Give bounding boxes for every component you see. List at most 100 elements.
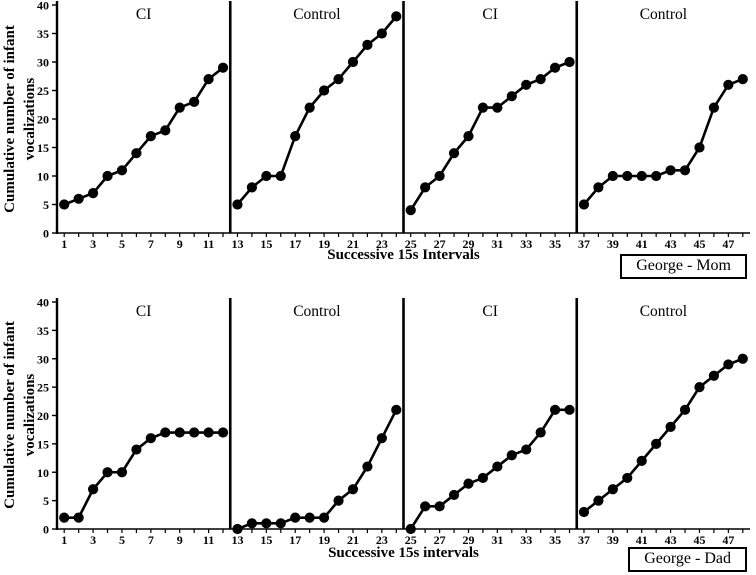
- y-tick-label: 40: [37, 296, 49, 310]
- data-point: [549, 62, 561, 73]
- x-tick-label: 3: [90, 533, 96, 547]
- x-axis-title: Successive 15s intervals: [328, 545, 479, 561]
- data-point: [723, 359, 734, 370]
- data-point: [521, 79, 532, 90]
- x-tick-label: 31: [491, 533, 503, 547]
- data-point: [87, 484, 99, 495]
- data-point: [318, 85, 330, 96]
- y-tick-label: 20: [37, 113, 49, 127]
- series-line: [236, 409, 398, 531]
- data-point: [679, 165, 691, 176]
- x-tick-label: 5: [119, 533, 125, 547]
- x-axis-title: Successive 15s Intervals: [327, 247, 480, 263]
- series-line: [409, 60, 571, 211]
- x-tick-label: 21: [347, 237, 359, 251]
- x-tick-label: 37: [578, 237, 590, 251]
- data-point: [708, 102, 720, 113]
- data-point: [607, 170, 618, 182]
- y-tick-label: 40: [37, 0, 49, 13]
- x-tick-label: 35: [549, 533, 561, 547]
- panel-title: Control: [640, 303, 687, 320]
- x-tick-label: 33: [520, 237, 532, 251]
- data-point: [189, 96, 200, 107]
- y-tick-label: 30: [37, 352, 49, 366]
- x-tick-label: 23: [376, 533, 388, 547]
- data-point: [694, 142, 705, 153]
- x-tick-label: 23: [376, 237, 388, 251]
- data-point: [622, 472, 633, 484]
- panel-title: Control: [293, 303, 340, 320]
- y-tick-label: 5: [43, 198, 49, 212]
- data-point: [737, 74, 748, 85]
- y-tick-label: 20: [37, 409, 49, 423]
- y-tick-label: 15: [37, 437, 49, 451]
- data-point: [203, 427, 214, 438]
- x-tick-label: 25: [405, 237, 417, 251]
- data-point: [448, 148, 460, 159]
- x-tick-label: 19: [318, 533, 330, 547]
- data-point: [232, 523, 243, 535]
- panel-title: Control: [293, 6, 340, 23]
- data-point: [405, 523, 416, 535]
- data-point: [506, 450, 517, 461]
- data-point: [607, 484, 618, 495]
- x-tick-label: 45: [693, 237, 705, 251]
- data-point: [116, 467, 128, 478]
- data-point: [290, 512, 301, 523]
- data-point: [333, 74, 344, 85]
- x-tick-label: 7: [148, 533, 154, 547]
- data-point: [145, 131, 156, 142]
- data-point: [160, 125, 171, 136]
- y-tick-label: 25: [37, 84, 49, 98]
- data-point: [651, 170, 662, 182]
- x-tick-label: 13: [231, 533, 243, 547]
- data-point: [564, 404, 575, 415]
- x-tick-label: 15: [260, 533, 272, 547]
- y-tick-label: 0: [43, 523, 49, 537]
- data-point: [463, 478, 474, 489]
- chart-george-mom: Cumulative number of infant vocalization…: [0, 0, 756, 285]
- y-tick-label: 30: [37, 56, 49, 70]
- data-point: [362, 461, 373, 472]
- data-point: [261, 170, 272, 182]
- data-point: [564, 56, 575, 68]
- data-point: [578, 199, 590, 210]
- data-point: [116, 165, 128, 176]
- panel-title: CI: [136, 303, 152, 320]
- data-point: [578, 506, 590, 518]
- y-tick-label: 25: [37, 381, 49, 395]
- data-point: [318, 512, 330, 523]
- data-point: [737, 353, 748, 364]
- data-point: [174, 102, 185, 113]
- dyad-label-box: George - Dad: [628, 547, 747, 572]
- x-tick-label: 35: [549, 237, 561, 251]
- data-point: [217, 62, 229, 73]
- data-point: [405, 205, 416, 216]
- data-point: [420, 501, 431, 512]
- data-point: [391, 11, 402, 22]
- data-point: [463, 131, 474, 142]
- x-tick-label: 5: [119, 237, 125, 251]
- series-line: [409, 408, 570, 530]
- data-point: [694, 382, 705, 393]
- data-point: [477, 102, 489, 113]
- dyad-label-box: George - Mom: [620, 254, 747, 279]
- x-tick-label: 39: [607, 237, 619, 251]
- series-line: [582, 77, 744, 206]
- x-tick-label: 39: [607, 533, 619, 547]
- data-point: [347, 484, 359, 495]
- data-point: [102, 467, 113, 478]
- data-point: [333, 495, 344, 506]
- data-point: [232, 199, 243, 210]
- data-point: [59, 512, 70, 523]
- data-point: [73, 193, 84, 204]
- x-tick-label: 11: [203, 533, 214, 547]
- x-tick-label: 1: [61, 533, 67, 547]
- data-point: [723, 79, 734, 90]
- data-point: [131, 148, 142, 159]
- y-tick-label: 10: [37, 466, 49, 480]
- series-line: [64, 431, 224, 519]
- data-point: [535, 427, 546, 438]
